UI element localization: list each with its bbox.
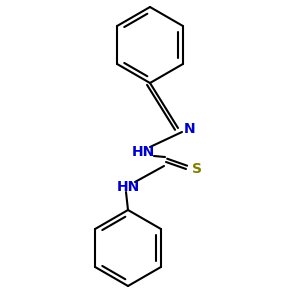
Text: HN: HN — [117, 180, 140, 194]
Text: S: S — [192, 162, 202, 176]
Text: HN: HN — [132, 145, 155, 159]
Text: N: N — [184, 122, 196, 136]
